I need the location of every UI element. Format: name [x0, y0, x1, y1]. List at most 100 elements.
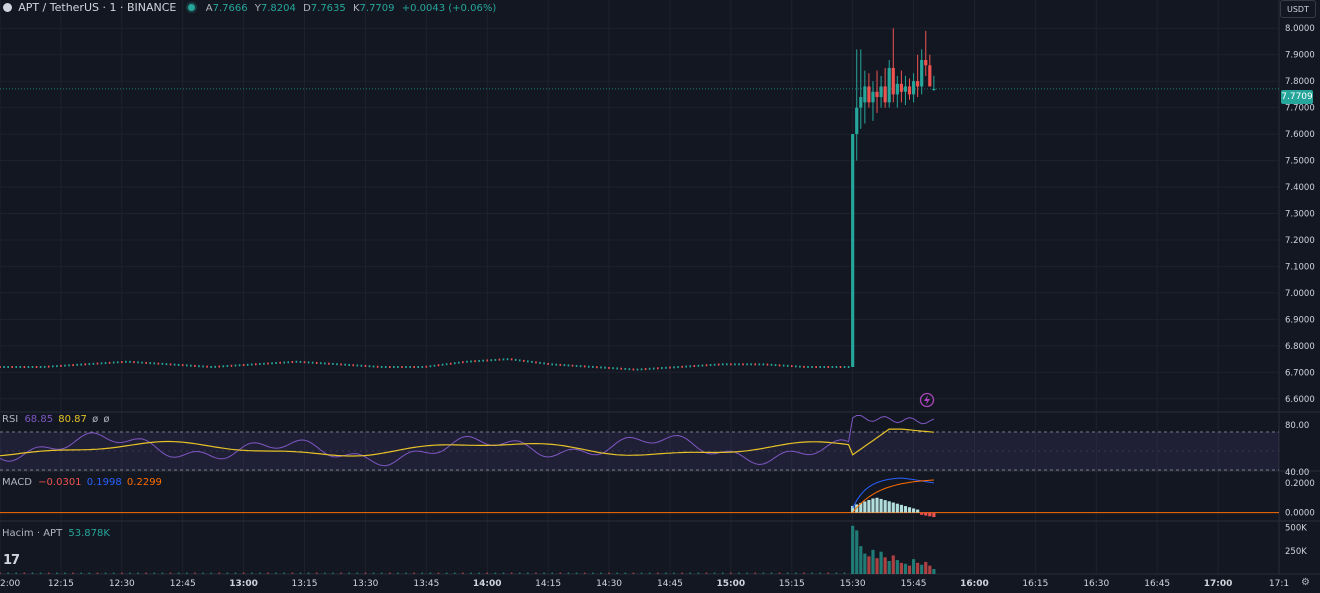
rsi-extra-1: ø: [92, 414, 99, 425]
pre-spike-candle: [315, 361, 318, 364]
pre-spike-candle: [202, 365, 204, 368]
pre-spike-candle: [214, 365, 216, 368]
volume-bar: [413, 572, 415, 574]
pre-spike-candle: [181, 364, 184, 367]
pre-spike-candle: [299, 360, 302, 363]
symbol-title[interactable]: APT / TetherUS · 1 · BINANCE: [18, 1, 177, 14]
pre-spike-candle: [531, 360, 533, 363]
macd-histogram-bar: [916, 509, 920, 513]
pre-spike-candle: [360, 364, 363, 367]
pre-spike-candle: [583, 365, 586, 368]
bolt-icon[interactable]: [919, 392, 935, 408]
open-value: 7.7666: [212, 3, 248, 14]
pre-spike-candle: [194, 364, 196, 367]
pre-spike-candle: [11, 366, 13, 369]
pre-spike-candle: [713, 363, 716, 366]
pre-spike-candle: [795, 365, 797, 368]
pre-spike-candle: [185, 364, 188, 367]
tradingview-logo-icon[interactable]: 17: [3, 553, 20, 568]
currency-button[interactable]: USDT: [1280, 0, 1316, 18]
pre-spike-candle: [437, 364, 440, 367]
candle-body: [867, 86, 871, 103]
pre-spike-candle: [551, 363, 554, 366]
volume-bar: [770, 572, 773, 574]
pre-spike-candle: [685, 365, 687, 368]
rsi-axis-label: 40.00: [1285, 468, 1309, 478]
pre-spike-candle: [746, 363, 748, 366]
pre-spike-candle: [165, 363, 168, 366]
rsi-ma-line: [0, 428, 934, 457]
pre-spike-candle: [413, 366, 415, 369]
volume-bar: [867, 556, 871, 574]
macd-histogram-bar: [924, 512, 928, 516]
volume-bar: [656, 572, 659, 574]
rsi-value: 68.85: [24, 414, 54, 425]
volume-legend[interactable]: Hacim · APT 53.878K: [2, 528, 110, 539]
pre-spike-candle: [3, 366, 5, 369]
price-axis-label: 6.9000: [1285, 315, 1315, 325]
pre-spike-candle: [709, 364, 712, 367]
volume-bar: [738, 572, 740, 574]
macd-histogram-bar: [855, 504, 859, 513]
pre-spike-candle: [0, 366, 1, 369]
pre-spike-candle: [328, 362, 330, 365]
high-value: 7.8204: [260, 3, 296, 14]
time-axis-label: 12:30: [109, 579, 135, 589]
volume-value: 53.878K: [68, 528, 110, 539]
volume-bar: [388, 572, 391, 574]
volume-bar: [364, 572, 367, 574]
volume-bar: [632, 572, 635, 574]
volume-bar: [665, 572, 667, 574]
volume-bar: [64, 572, 66, 574]
pre-spike-candle: [76, 363, 78, 366]
volume-bar: [210, 572, 212, 574]
volume-bar: [911, 559, 916, 574]
pre-spike-candle: [458, 361, 460, 364]
pre-spike-candle: [311, 361, 314, 364]
time-axis-label: 14:00: [473, 579, 502, 589]
macd-legend[interactable]: MACD −0.0301 0.1998 0.2299: [2, 477, 162, 488]
volume-bar: [920, 564, 924, 574]
pre-spike-candle: [43, 365, 46, 368]
volume-bar: [31, 572, 34, 574]
time-axis-label: 15:30: [840, 579, 866, 589]
pre-spike-candle: [673, 366, 675, 369]
pre-spike-candle: [835, 366, 838, 369]
time-axis-label: 14:30: [596, 579, 622, 589]
volume-bar: [307, 572, 310, 574]
pre-spike-candle: [494, 358, 497, 361]
volume-bar: [242, 572, 245, 574]
pre-spike-candle: [246, 363, 249, 366]
volume-bar: [697, 572, 700, 574]
rsi-legend[interactable]: RSI 68.85 80.87 ø ø: [2, 414, 110, 425]
candle-body: [907, 86, 912, 95]
last-price-tag: 7.7709: [1281, 90, 1313, 104]
pre-spike-candle: [612, 367, 614, 370]
macd-histogram-bar: [932, 512, 936, 518]
pre-spike-candle: [271, 362, 273, 365]
market-status-icon[interactable]: [187, 4, 195, 11]
price-axis-label: 7.2000: [1285, 236, 1315, 246]
pre-spike-candle: [502, 358, 505, 361]
volume-bar: [23, 572, 26, 574]
pre-spike-candle: [559, 363, 562, 366]
volume-bar: [47, 572, 50, 574]
candle-body: [932, 88, 936, 91]
macd-histogram-bar: [883, 500, 887, 513]
pre-spike-candle: [453, 362, 456, 365]
gear-icon[interactable]: ⚙: [1301, 577, 1310, 588]
price-axis-label: 8.0000: [1285, 24, 1315, 34]
candle-body: [928, 65, 932, 87]
pre-spike-candle: [161, 362, 164, 365]
pre-spike-candle: [108, 361, 111, 364]
pre-spike-candle: [218, 365, 221, 368]
volume-bar: [583, 572, 586, 574]
time-axis-label: 16:45: [1144, 579, 1170, 589]
time-axis-label: 15:45: [901, 579, 927, 589]
volume-bar: [129, 572, 131, 574]
volume-axis-label: 500K: [1285, 524, 1307, 534]
candle-body: [916, 81, 920, 87]
price-axis-label: 7.1000: [1285, 262, 1315, 272]
